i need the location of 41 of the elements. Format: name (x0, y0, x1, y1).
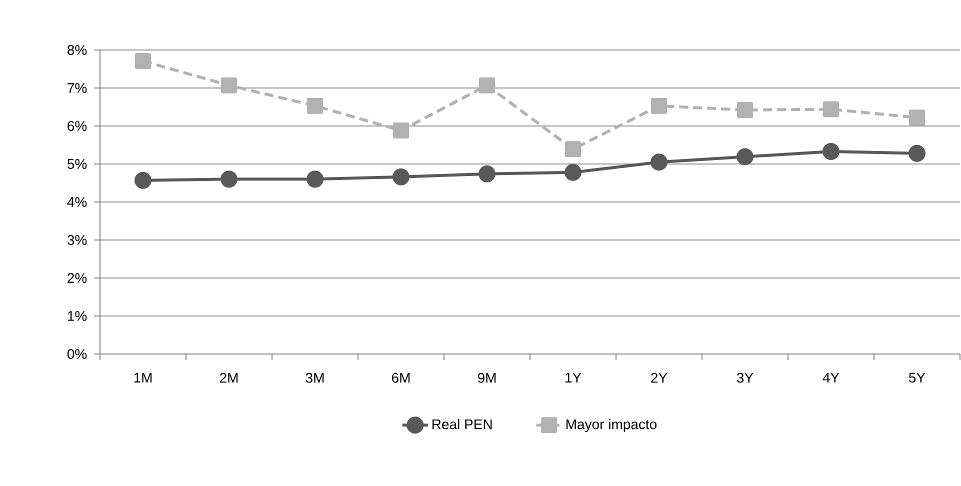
point (736, 148, 754, 166)
point (393, 122, 410, 139)
point (479, 77, 496, 94)
point (307, 98, 324, 114)
x-tick-label: 6M (392, 372, 410, 383)
y-tick-label: 1% (68, 311, 87, 321)
point (134, 172, 152, 189)
legend-label: Real PEN (432, 418, 492, 430)
y-tick-label: 2% (68, 273, 87, 283)
point (909, 110, 926, 126)
point (135, 53, 152, 70)
x-tick-label: 9M (478, 372, 496, 383)
point (564, 164, 582, 181)
point (478, 165, 496, 182)
legend-label: Mayor impacto (566, 418, 657, 432)
y-tick-label: 7% (68, 83, 87, 93)
point (306, 170, 324, 188)
point (908, 144, 926, 162)
x-tick-label: 2Y (651, 372, 668, 383)
x-tick-label: 1Y (566, 372, 582, 382)
x-tick-label: 4Y (822, 372, 840, 382)
point (651, 98, 668, 114)
y-tick-label: 8% (68, 45, 87, 55)
y-tick-label: 5% (67, 159, 87, 169)
point (823, 101, 840, 118)
point (220, 170, 238, 188)
x-tick-label: 5Y (909, 372, 926, 383)
point (822, 142, 840, 160)
point (650, 154, 668, 171)
point (392, 168, 410, 186)
x-tick-label: 2M (220, 372, 238, 383)
point (221, 77, 238, 94)
x-tick-label: 3M (306, 372, 324, 383)
y-tick-label: 4% (67, 197, 87, 207)
x-tick-label: 1M (134, 372, 152, 382)
point (737, 102, 754, 118)
point (565, 141, 582, 158)
x-tick-label: 3Y (736, 372, 754, 383)
y-tick-label: 3% (67, 235, 87, 245)
y-tick-label: 0% (67, 349, 87, 359)
y-tick-label: 6% (68, 121, 87, 131)
